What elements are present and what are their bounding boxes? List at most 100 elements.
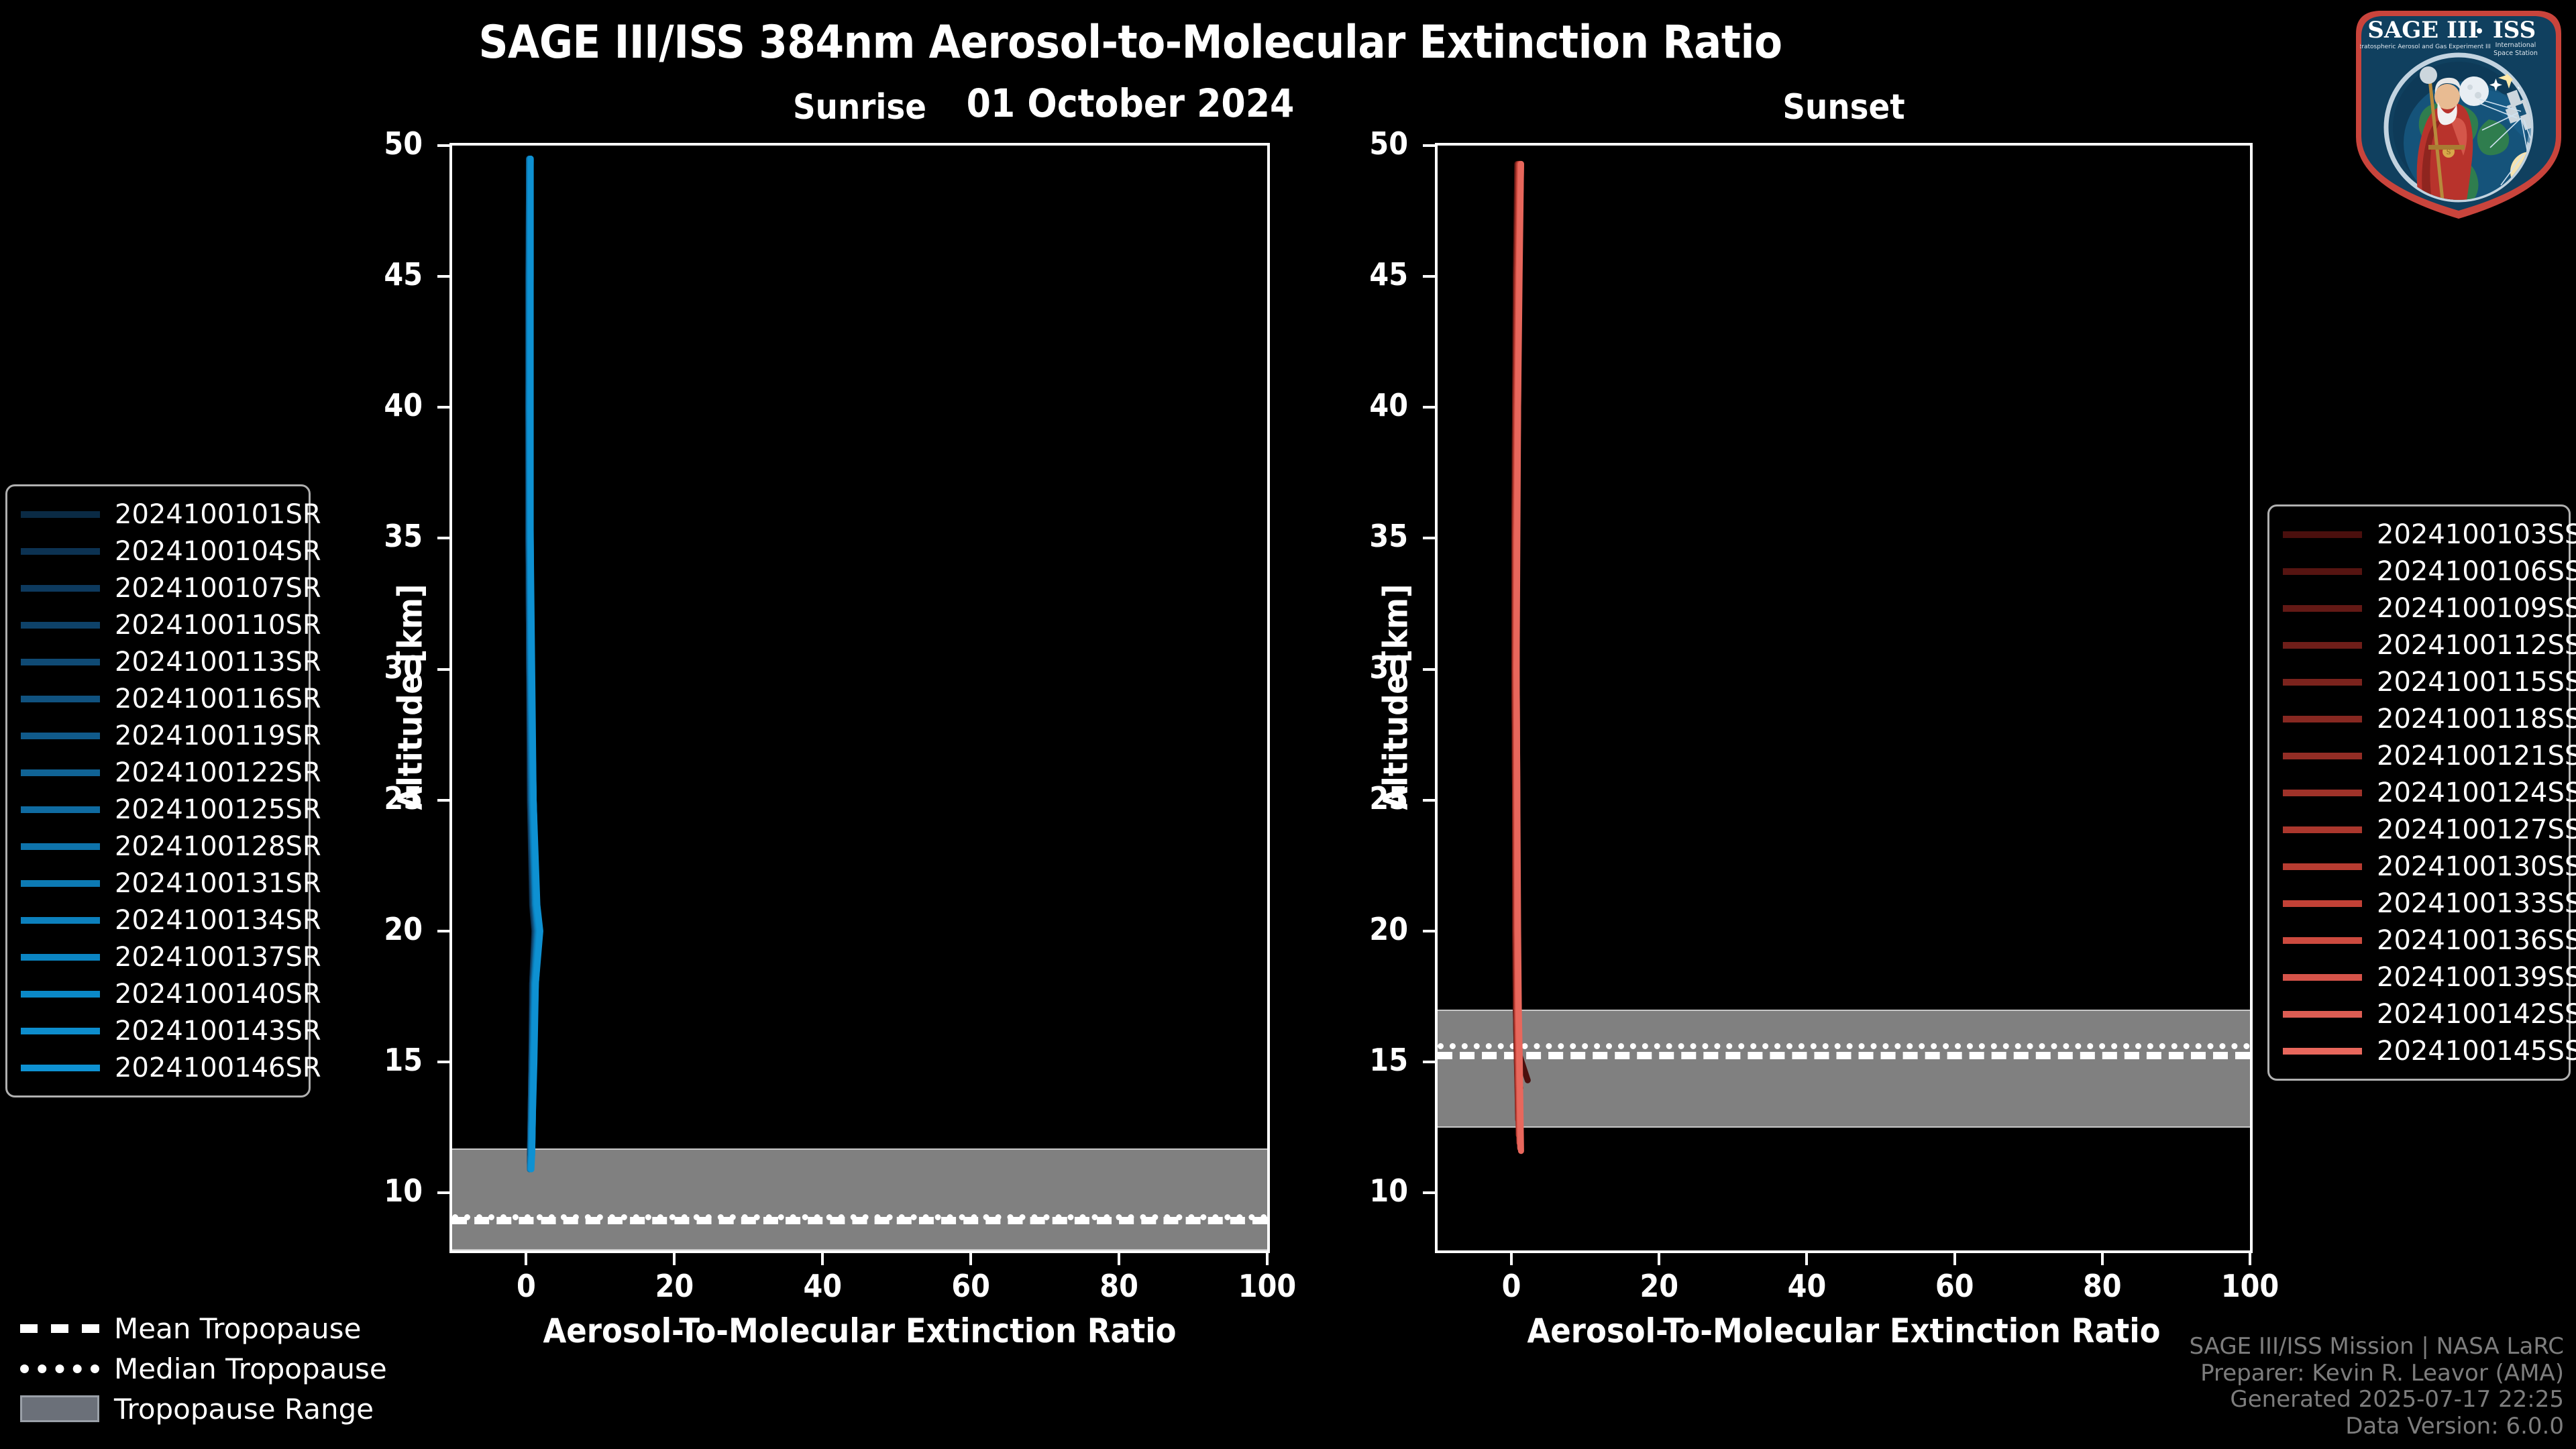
x-axis-tick: [1658, 1253, 1661, 1265]
sunset-legend-item[interactable]: 2024100103SS: [2283, 516, 2576, 553]
x-axis-tick: [2100, 1253, 2104, 1265]
y-axis-tick-label: 10: [384, 1173, 423, 1210]
sunset-legend-item[interactable]: 2024100133SS: [2283, 885, 2576, 922]
logo-sage-staff: [2428, 78, 2445, 200]
logo-subtitle-right-2: Space Station: [2493, 50, 2538, 57]
sunrise-legend-item[interactable]: 2024100107SR: [21, 570, 321, 606]
sunrise-legend-swatch: [21, 658, 100, 665]
sunset-legend-item[interactable]: 2024100109SS: [2283, 590, 2576, 627]
logo-title-left: SAGE III: [2367, 17, 2478, 44]
sunrise-legend-item[interactable]: 2024100101SR: [21, 496, 321, 533]
sunset-legend-swatch: [2283, 789, 2362, 796]
sunrise-panel-title: Sunrise: [792, 87, 926, 127]
sunset-legend-label: 2024100112SS: [2377, 629, 2576, 661]
logo-sage-hair: [2434, 77, 2461, 94]
logo-sight-lines: [2479, 99, 2531, 186]
credits-block: SAGE III/ISS Mission | NASA LaRC Prepare…: [2189, 1333, 2564, 1440]
sunrise-mean-tropopause-line: [452, 1217, 1267, 1225]
sunrise-legend-item[interactable]: 2024100119SR: [21, 717, 321, 754]
x-axis-tick: [1266, 1253, 1269, 1265]
sunset-legend-label: 2024100139SS: [2377, 961, 2576, 993]
sunset-legend-item[interactable]: 2024100130SS: [2283, 848, 2576, 885]
sunrise-legend-item[interactable]: 2024100143SR: [21, 1012, 321, 1049]
sunset-legend-swatch: [2283, 936, 2362, 944]
y-axis-tick-label: 40: [384, 387, 423, 424]
sunrise-legend-swatch: [21, 843, 100, 850]
y-axis-tick-label: 30: [1369, 649, 1408, 686]
sunrise-legend-item[interactable]: 2024100134SR: [21, 902, 321, 938]
sunrise-legend-swatch: [21, 916, 100, 924]
sunset-legend[interactable]: 2024100103SS 2024100106SS 2024100109SS 2024…: [2267, 504, 2576, 1081]
x-axis-tick: [1953, 1253, 1956, 1265]
logo-subtitle-left: Stratospheric Aerosol and Gas Experiment…: [2355, 44, 2491, 50]
y-axis-tick: [437, 929, 449, 932]
sunrise-legend-item[interactable]: 2024100140SR: [21, 975, 321, 1012]
logo-sage-figure: S: [2416, 66, 2473, 200]
sunrise-legend-label: 2024100140SR: [115, 978, 321, 1010]
logo-title-right: ISS: [2493, 17, 2536, 44]
sunset-legend-item[interactable]: 2024100124SS: [2283, 774, 2576, 811]
y-axis-tick: [1423, 537, 1435, 540]
sunset-legend-item[interactable]: 2024100115SS: [2283, 663, 2576, 700]
sunrise-plot-area: [449, 143, 1270, 1253]
y-axis-tick-label: 35: [1369, 518, 1408, 555]
sunset-legend-item[interactable]: 2024100112SS: [2283, 627, 2576, 663]
sunset-legend-swatch: [2283, 1047, 2362, 1055]
sunrise-legend-item[interactable]: 2024100137SR: [21, 938, 321, 975]
y-axis-tick: [437, 406, 449, 409]
sunrise-legend-label: 2024100128SR: [115, 830, 321, 862]
sunrise-legend-item[interactable]: 2024100113SR: [21, 643, 321, 680]
sunset-legend-swatch: [2283, 752, 2362, 759]
sunset-legend-label: 2024100142SS: [2377, 998, 2576, 1030]
sunset-legend-item[interactable]: 2024100118SS: [2283, 700, 2576, 737]
sunrise-legend-item[interactable]: 2024100128SR: [21, 828, 321, 865]
sunset-legend-swatch: [2283, 604, 2362, 612]
data-trace: [1513, 160, 1524, 1155]
sunset-legend-item[interactable]: 2024100121SS: [2283, 737, 2576, 774]
x-axis-tick: [1510, 1253, 1513, 1265]
sunrise-legend-swatch: [21, 621, 100, 629]
sunrise-legend-swatch: [21, 806, 100, 813]
sunset-legend-item[interactable]: 2024100136SS: [2283, 922, 2576, 959]
logo-moon-crater-1: [2467, 85, 2473, 90]
sunset-legend-swatch: [2283, 973, 2362, 981]
sunset-legend-label: 2024100106SS: [2377, 555, 2576, 587]
y-axis-tick-label: 30: [384, 649, 423, 686]
sunrise-legend-label: 2024100116SR: [115, 683, 321, 714]
sunset-x-axis-title: Aerosol-To-Molecular Extinction Ratio: [1527, 1311, 2161, 1350]
sunrise-legend-label: 2024100125SR: [115, 794, 321, 825]
y-axis-tick: [1423, 275, 1435, 278]
y-axis-tick-label: 45: [384, 256, 423, 293]
sunrise-legend-item[interactable]: 2024100125SR: [21, 791, 321, 828]
sunrise-legend[interactable]: 2024100101SR 2024100104SR 2024100107SR 2024…: [5, 484, 321, 1097]
sunset-legend-item[interactable]: 2024100106SS: [2283, 553, 2576, 590]
sunrise-legend-label: 2024100104SR: [115, 535, 321, 567]
sunrise-legend-item[interactable]: 2024100122SR: [21, 754, 321, 791]
sunset-legend-swatch: [2283, 1010, 2362, 1018]
sunset-y-axis-title: Altitude [km]: [1376, 584, 1415, 810]
sunrise-legend-item[interactable]: 2024100131SR: [21, 865, 321, 902]
sunset-median-tropopause-line: [1438, 1042, 2250, 1049]
sunset-legend-label: 2024100115SS: [2377, 666, 2576, 698]
sunrise-legend-swatch: [21, 584, 100, 592]
y-axis-tick-label: 20: [1369, 910, 1408, 947]
sunset-tropopause-range: [1438, 1009, 2250, 1128]
sunrise-legend-item[interactable]: 2024100110SR: [21, 606, 321, 643]
sunset-legend-item[interactable]: 2024100145SS: [2283, 1032, 2576, 1069]
sunset-legend-item[interactable]: 2024100139SS: [2283, 959, 2576, 996]
sunrise-legend-label: 2024100134SR: [115, 904, 321, 936]
sage-iii-iss-mission-patch-logo: SAGE III ISS Stratospheric Aerosol and G…: [2355, 11, 2561, 219]
sunset-panel-title: Sunset: [1782, 87, 1905, 127]
sunrise-median-tropopause-line: [452, 1214, 1267, 1221]
sunrise-legend-item[interactable]: 2024100146SR: [21, 1049, 321, 1086]
sunrise-legend-item[interactable]: 2024100116SR: [21, 680, 321, 717]
sunset-legend-item[interactable]: 2024100142SS: [2283, 996, 2576, 1032]
sunset-legend-swatch: [2283, 900, 2362, 907]
sunset-legend-swatch: [2283, 863, 2362, 870]
x-axis-tick-label: 0: [1501, 1268, 1521, 1304]
x-axis-tick-label: 80: [2083, 1268, 2122, 1304]
sunrise-legend-label: 2024100146SR: [115, 1052, 321, 1083]
sunset-legend-label: 2024100136SS: [2377, 924, 2576, 956]
sunset-legend-item[interactable]: 2024100127SS: [2283, 811, 2576, 848]
sunrise-legend-item[interactable]: 2024100104SR: [21, 533, 321, 570]
